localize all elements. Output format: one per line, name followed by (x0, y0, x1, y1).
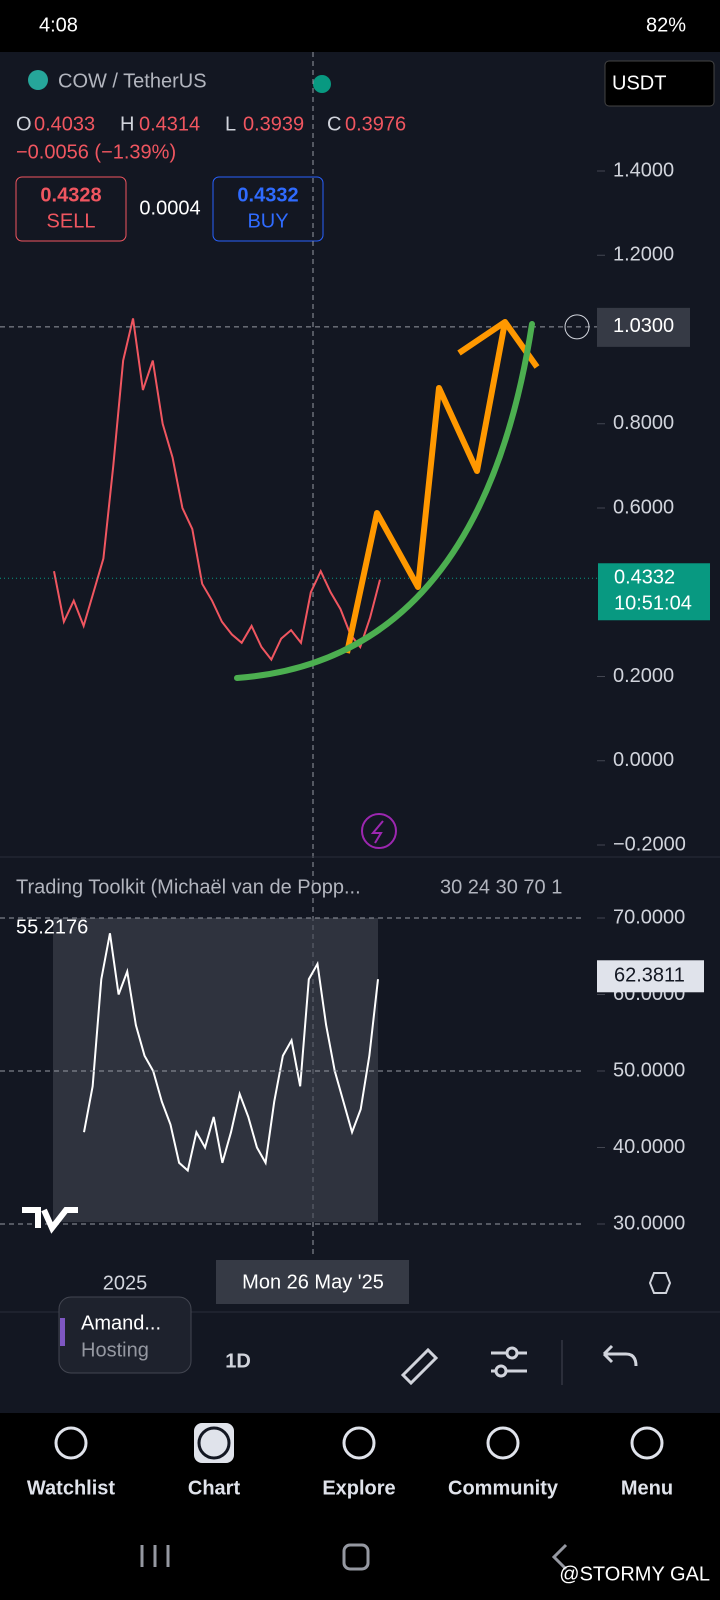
watermark: @STORMY GAL (559, 1563, 710, 1585)
undo[interactable] (602, 1344, 638, 1367)
y-tick-label: 0.0000 (613, 749, 674, 771)
l-label: L (225, 113, 236, 135)
bolt (370, 820, 384, 844)
last-price: 0.4332 (614, 567, 675, 589)
c-value: 0.3976 (345, 113, 406, 135)
sell-price: 0.4328 (40, 184, 101, 206)
draw-tool[interactable] (400, 1347, 439, 1386)
nav-label[interactable]: Watchlist (27, 1477, 115, 1499)
indicator-value: 55.2176 (16, 916, 88, 938)
back[interactable] (551, 1543, 568, 1571)
status-time: 4:08 (39, 14, 78, 36)
series-line (83, 933, 379, 1173)
series-line (53, 318, 381, 662)
indicator-last-box (597, 960, 704, 993)
y-tick-label: 1.4000 (613, 159, 674, 181)
crosshair-price-box (597, 307, 690, 347)
l-value: 0.3939 (243, 113, 304, 135)
indicator-pane: 70.000060.000050.000040.000030.000062.38… (0, 906, 704, 1234)
y-tick-label: 50.0000 (613, 1059, 685, 1081)
indicator-title: Trading Toolkit (Michaël van de Popp... (16, 876, 361, 898)
crosshair-date: Mon 26 May '25 (242, 1271, 384, 1293)
buy-label: BUY (247, 210, 288, 232)
o-value: 0.4033 (34, 113, 95, 135)
settings-icon[interactable] (648, 1272, 672, 1294)
indicator-last: 62.3811 (614, 965, 685, 987)
system-nav (140, 1543, 568, 1571)
popup-accent (60, 1318, 65, 1346)
buy-button[interactable] (212, 176, 324, 242)
nav-icon (342, 1426, 376, 1460)
recents[interactable] (140, 1545, 170, 1567)
date-box (216, 1260, 409, 1304)
status-bar (0, 0, 720, 52)
spread: 0.0004 (139, 197, 200, 219)
interval[interactable]: 1D (225, 1350, 251, 1372)
h-label: H (120, 113, 134, 135)
o-label: O (16, 113, 32, 135)
countdown: 10:51:04 (614, 593, 692, 615)
alert-icon[interactable] (361, 813, 397, 849)
battery: 82% (646, 14, 686, 36)
nav-items: Watchlist Chart Explore Community Menu (27, 1423, 673, 1499)
y-tick-label: 0.2000 (613, 665, 674, 687)
nav-label[interactable]: Explore (322, 1477, 395, 1499)
nav-label[interactable]: Community (448, 1477, 559, 1499)
currency: USDT (612, 72, 666, 94)
coin-icon (28, 70, 48, 90)
nav-icon (197, 1426, 231, 1460)
nav-icon (54, 1426, 88, 1460)
sell-label: SELL (47, 210, 96, 232)
market-status (313, 75, 331, 93)
nav-icon (630, 1426, 664, 1460)
y-tick-label: 1.2000 (613, 244, 674, 266)
currency-select[interactable] (604, 60, 715, 107)
c-label: C (327, 113, 341, 135)
add-button[interactable] (564, 314, 590, 340)
sell-button[interactable] (15, 176, 127, 242)
popup-subtitle: Hosting (81, 1339, 149, 1361)
price-pane: 1.4000 1.2000 0.8000 0.6000 0.2000 0.0000 −0.2… (0, 159, 710, 855)
y-tick-label: 0.6000 (613, 496, 674, 518)
y-tick-label: 40.0000 (613, 1136, 685, 1158)
last-price-box (598, 563, 710, 621)
indicator-band (53, 918, 378, 1222)
buy-price: 0.4332 (237, 184, 298, 206)
change: −0.0056 (−1.39%) (16, 141, 176, 163)
y-tick-label: 70.0000 (613, 906, 685, 928)
crosshair-price: 1.0300 (613, 315, 674, 337)
tv-logo (22, 1207, 78, 1234)
ohlc: O 0.4033 H 0.4314 L 0.3939 C 0.3976 −0.0… (16, 113, 406, 163)
nav-label[interactable]: Chart (188, 1477, 241, 1499)
curve-drawing (234, 321, 535, 681)
y-tick-label: 30.0000 (613, 1212, 685, 1234)
popup-title: Amand... (81, 1312, 161, 1334)
y-tick-label: 0.8000 (613, 412, 674, 434)
y-tick-label: −0.2000 (613, 833, 686, 855)
popup[interactable] (58, 1296, 192, 1374)
year-label: 2025 (103, 1272, 148, 1294)
h-value: 0.4314 (139, 113, 200, 135)
nav-label[interactable]: Menu (621, 1477, 673, 1499)
nav-icon (486, 1426, 520, 1460)
indicator-params: 30 24 30 70 1 (440, 876, 562, 898)
indicator-tool[interactable] (491, 1346, 527, 1378)
symbol[interactable]: COW / TetherUS (58, 70, 207, 92)
home[interactable] (342, 1543, 370, 1571)
